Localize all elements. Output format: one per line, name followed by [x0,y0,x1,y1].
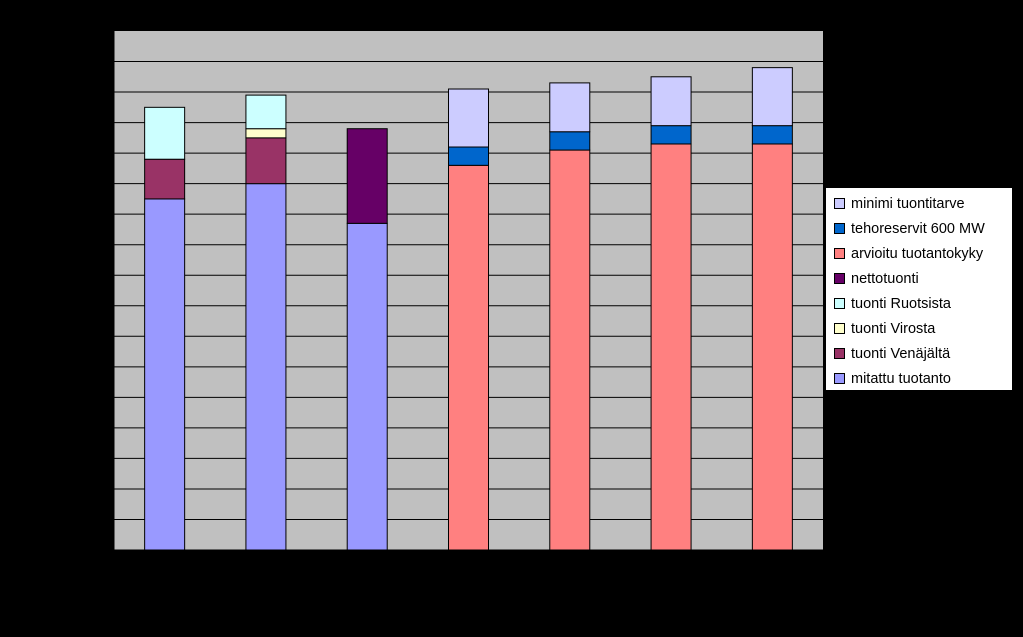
bar-segment [549,131,591,151]
bar-segment [245,128,287,139]
legend-item: tuonti Venäjältä [834,341,1012,366]
legend-swatch [834,323,845,334]
legend: minimi tuontitarve tehoreservit 600 MW arv… [825,187,1013,391]
legend-swatch [834,273,845,284]
bar-segment [144,158,186,200]
bar-segment [245,94,287,130]
legend-swatch [834,198,845,209]
legend-item: nettotuonti [834,266,1012,291]
legend-swatch [834,298,845,309]
legend-label: mitattu tuotanto [851,370,951,387]
legend-label: tuonti Ruotsista [851,295,951,312]
bar-segment [346,128,388,224]
legend-label: tuonti Virosta [851,320,936,337]
legend-swatch [834,373,845,384]
legend-item: tehoreservit 600 MW [834,216,1012,241]
legend-item: tuonti Virosta [834,316,1012,341]
bar-segment [245,137,287,185]
legend-item: arvioitu tuotantokyky [834,241,1012,266]
bar-segment [144,106,186,160]
bar-segment [549,82,591,133]
bar-segment [650,76,692,127]
bar-segment [751,67,793,127]
legend-label: arvioitu tuotantokyky [851,245,984,262]
legend-swatch [834,348,845,359]
legend-label: nettotuonti [851,270,919,287]
legend-label: tehoreservit 600 MW [851,220,985,237]
bar-segment [245,183,287,551]
bars [144,67,793,551]
legend-label: minimi tuontitarve [851,195,965,212]
bar-segment [549,149,591,551]
legend-swatch [834,248,845,259]
bar-segment [346,222,388,551]
legend-item: mitattu tuotanto [834,366,1012,391]
legend-label: tuonti Venäjältä [851,345,951,362]
bar-segment [448,164,489,551]
legend-item: minimi tuontitarve [834,191,1012,216]
legend-item: tuonti Ruotsista [834,291,1012,316]
bar-segment [650,125,692,145]
bar-segment [751,143,793,551]
bar-segment [751,125,793,145]
bar-segment [144,198,186,551]
legend-swatch [834,223,845,234]
bar-segment [448,146,489,166]
bar-segment [448,88,489,148]
bar-segment [650,143,692,551]
